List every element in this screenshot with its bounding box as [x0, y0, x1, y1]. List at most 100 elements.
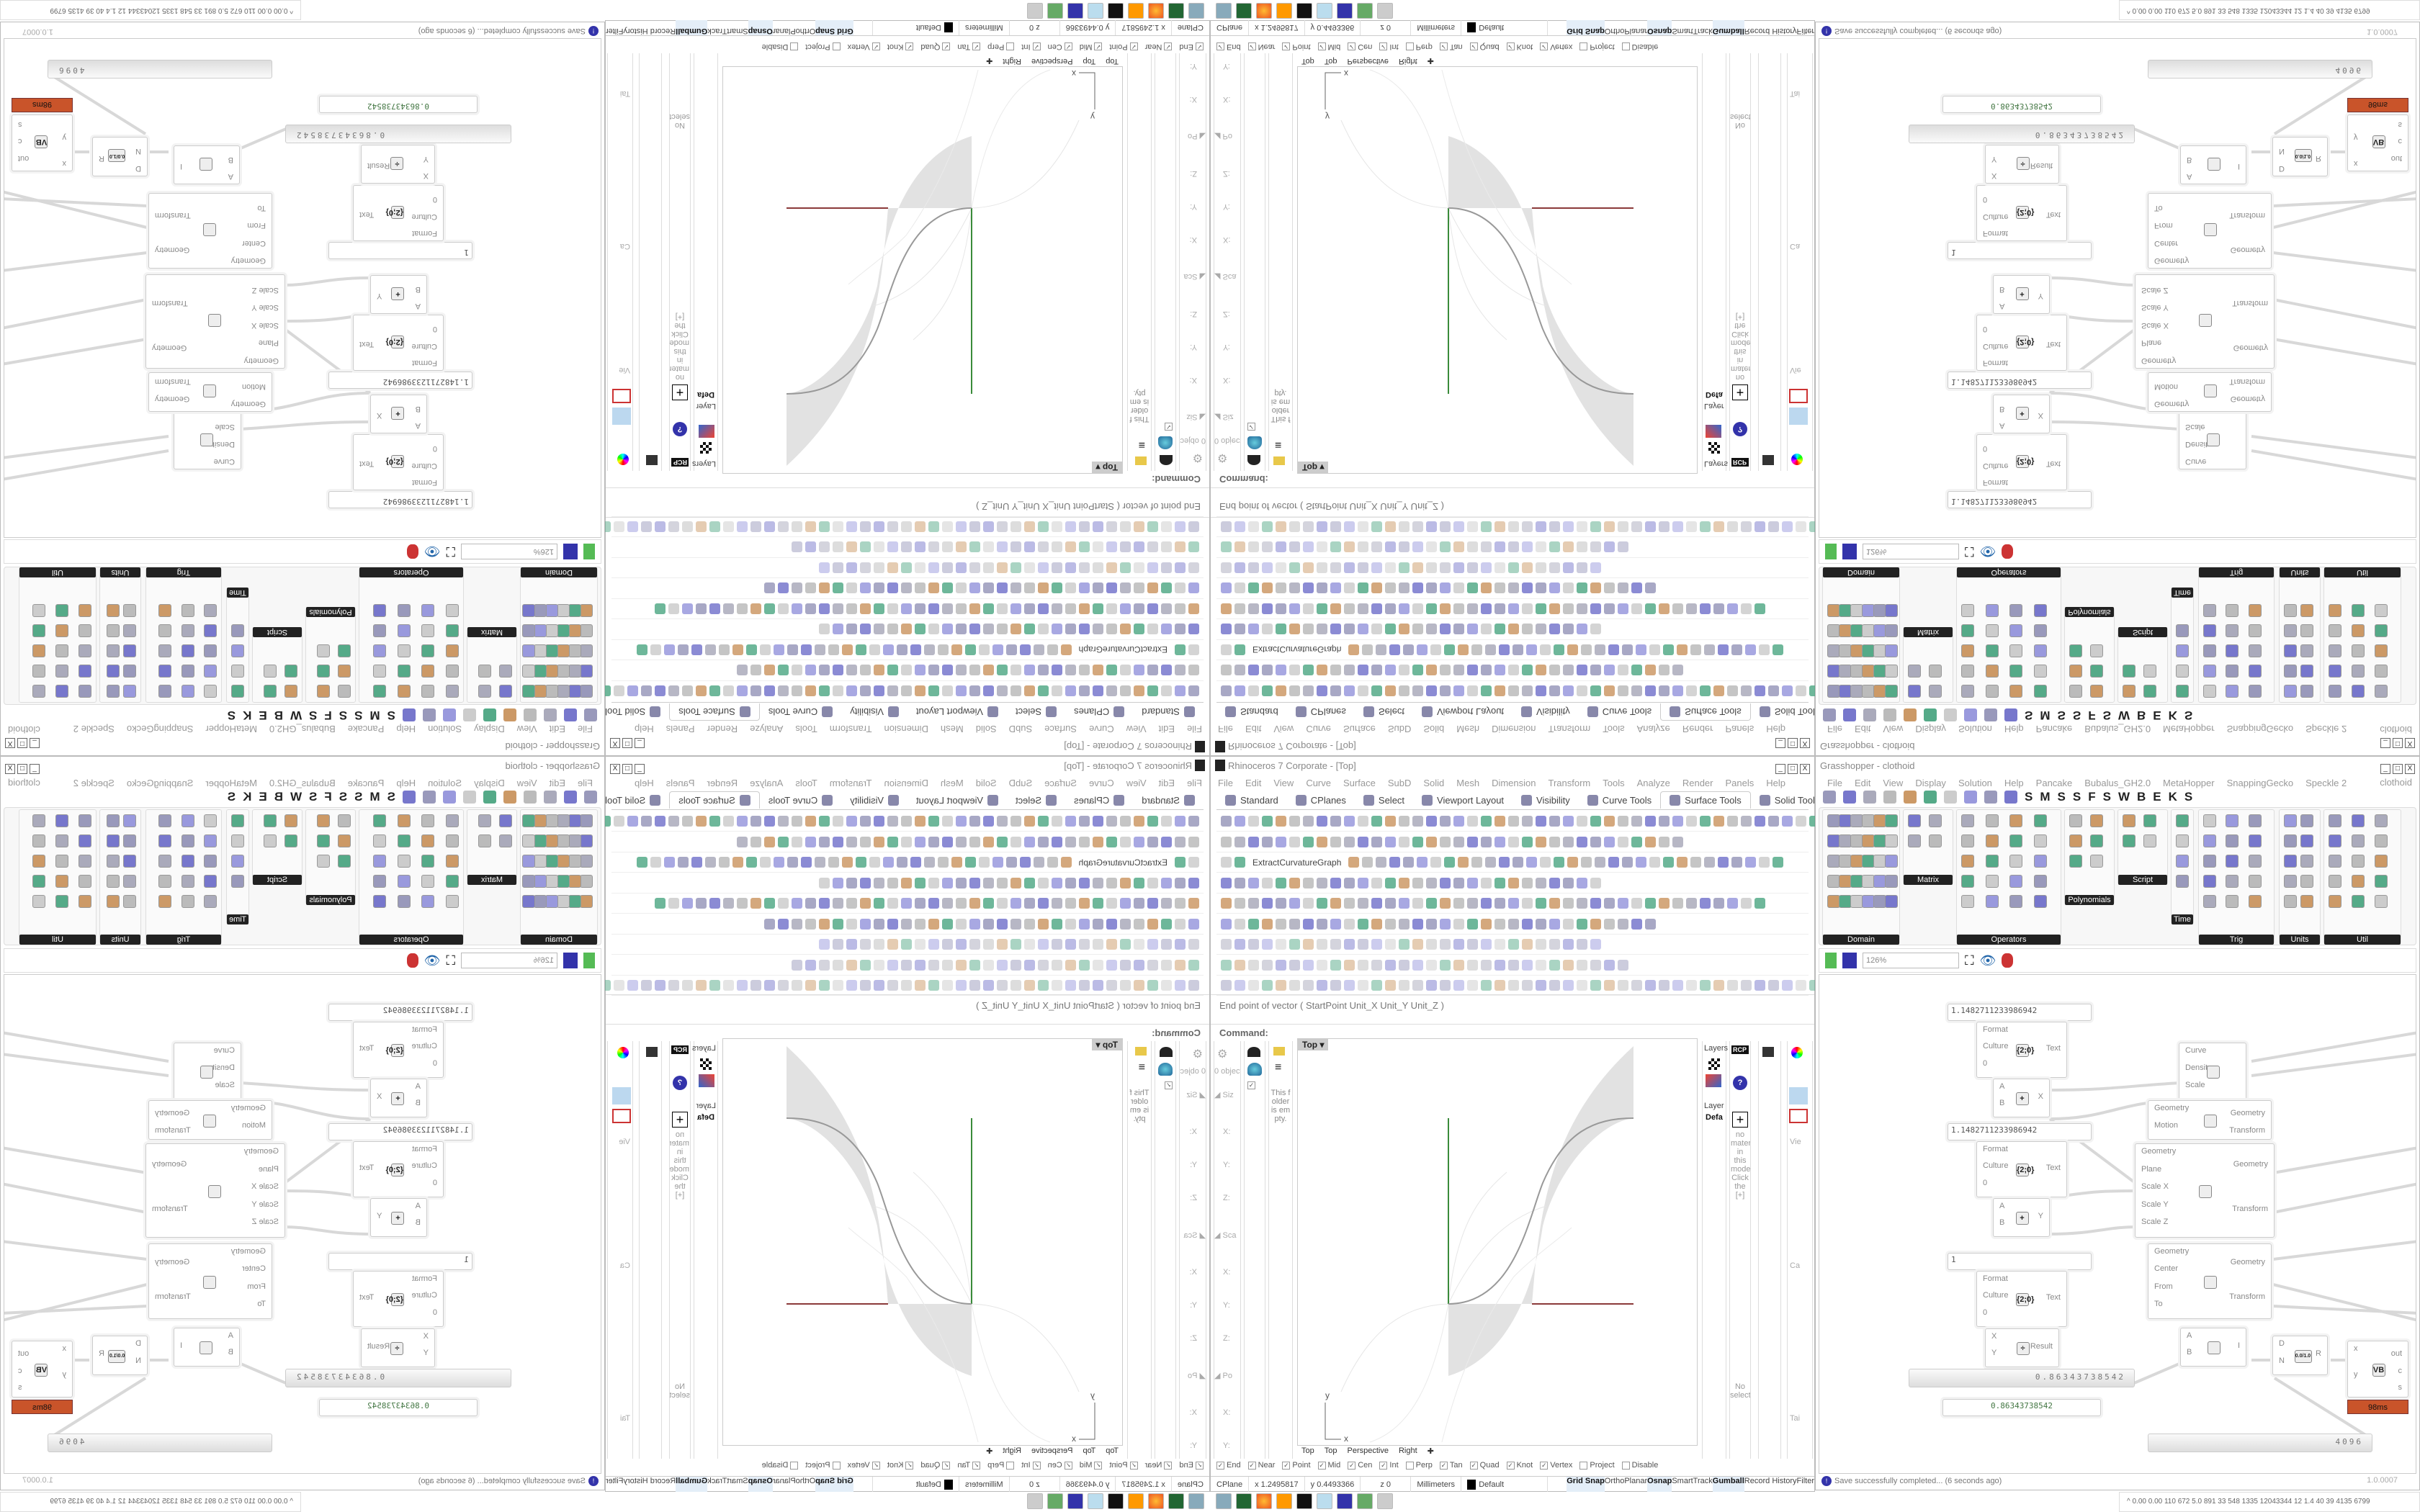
component-icon[interactable]	[421, 665, 435, 678]
toolbar-button-icon[interactable]	[1221, 582, 1232, 594]
toggle-grid-snap[interactable]: Grid Snap	[815, 1477, 853, 1492]
toolbar-button-icon[interactable]	[887, 959, 898, 971]
toolbar-button-icon[interactable]	[901, 918, 912, 930]
toolbar-button-icon[interactable]	[978, 857, 990, 868]
menu-dimension[interactable]: Dimension	[1492, 778, 1536, 788]
toolbar-button-icon[interactable]	[1471, 644, 1483, 655]
toolbar-button-icon[interactable]	[1590, 980, 1601, 991]
toolbar-button-icon[interactable]	[846, 836, 857, 847]
component-tab-icon[interactable]	[1944, 708, 1957, 721]
toolbar-button-icon[interactable]	[1276, 959, 1286, 971]
toolbar-button-icon[interactable]	[805, 918, 816, 930]
component-icon[interactable]	[522, 644, 535, 657]
toolbar-button-icon[interactable]	[915, 562, 926, 573]
toolbar-button-icon[interactable]	[1038, 836, 1049, 847]
group-label[interactable]: Polynomials	[2065, 895, 2114, 905]
toolbar-button-icon[interactable]	[846, 959, 857, 971]
position-section[interactable]: ◢ Po	[1188, 1372, 1206, 1380]
toolbar-button-icon[interactable]	[1512, 644, 1524, 655]
checkbox[interactable]	[1405, 42, 1414, 51]
toolbar-button-icon[interactable]	[846, 562, 857, 573]
component-icon[interactable]	[2090, 665, 2103, 678]
input-param[interactable]: Scale Z	[251, 285, 279, 294]
toolbar-button-icon[interactable]	[1567, 857, 1579, 868]
toolbar-button-icon[interactable]	[1590, 836, 1601, 847]
input-param[interactable]: 0	[1983, 1308, 1988, 1317]
toolbar-button-icon[interactable]	[928, 624, 939, 635]
cplane-indicator[interactable]: CPlane	[1170, 1477, 1209, 1492]
osnap-vertex[interactable]: ✓ Vertex	[1540, 42, 1572, 51]
component-icon[interactable]	[2284, 665, 2297, 678]
component-icon[interactable]	[1961, 814, 1974, 827]
toolbar-button-icon[interactable]	[1175, 918, 1186, 930]
toolbar-button-icon[interactable]	[1718, 857, 1729, 868]
toolbar-button-icon[interactable]	[1120, 939, 1131, 950]
addition-node-y[interactable]: A B Y +	[1993, 275, 2050, 314]
component-icon[interactable]	[557, 604, 570, 617]
toolbar-button-icon[interactable]	[915, 624, 926, 635]
component-icon[interactable]	[522, 875, 535, 888]
toolbar-button-icon[interactable]	[1052, 959, 1062, 971]
component-icon[interactable]	[499, 814, 512, 827]
toolbar-button-icon[interactable]	[663, 857, 675, 868]
remap-node[interactable]: D N R 0.0/1.0	[92, 137, 148, 176]
zoom-extents-icon[interactable]: ⛶	[446, 953, 455, 968]
toolbar-button-icon[interactable]	[1221, 898, 1232, 909]
minimize-button[interactable]: _	[635, 738, 645, 748]
checkbox[interactable]: ✓	[1247, 423, 1255, 431]
toolbar-button-icon[interactable]	[1065, 918, 1076, 930]
toolbar-button-icon[interactable]	[1426, 521, 1437, 532]
checkbox[interactable]	[790, 42, 799, 51]
checkbox[interactable]: ✓	[1247, 42, 1256, 51]
close-button[interactable]: X	[2405, 738, 2415, 748]
input-param[interactable]: Motion	[241, 382, 266, 392]
toolbar-button-icon[interactable]	[1604, 836, 1615, 847]
toolbar-button-icon[interactable]	[1426, 980, 1437, 991]
toolbar-button-icon[interactable]	[1024, 980, 1035, 991]
toolbar-button-icon[interactable]	[1494, 665, 1505, 676]
size-section[interactable]: ◢ Siz	[1214, 413, 1234, 421]
input-param[interactable]: Center	[2154, 1264, 2179, 1274]
toolbar-button-icon[interactable]	[1467, 603, 1478, 614]
component-icon[interactable]	[158, 604, 172, 617]
toolbar-button-icon[interactable]	[969, 877, 980, 888]
toolbar-button-icon[interactable]	[1188, 541, 1199, 553]
speaker-icon[interactable]	[1027, 1493, 1043, 1509]
monitor-icon[interactable]	[1762, 1047, 1774, 1057]
component-icon[interactable]	[123, 834, 136, 847]
toolbar-button-icon[interactable]	[1120, 980, 1131, 991]
toolbar-button-icon[interactable]	[846, 918, 857, 930]
toolbar-button-icon[interactable]	[1234, 980, 1245, 991]
toolbar-button-icon[interactable]	[1672, 980, 1683, 991]
viewport-top[interactable]: Top ▾ y x	[722, 1038, 1123, 1446]
toolbar-button-icon[interactable]	[1727, 685, 1738, 696]
toolbar-button-icon[interactable]	[1371, 980, 1382, 991]
toolbar-button-icon[interactable]	[1330, 959, 1341, 971]
input-param[interactable]: Y	[1991, 155, 1997, 163]
toolbar-button-icon[interactable]	[1052, 541, 1062, 553]
addition-node-y[interactable]: A B Y +	[370, 1198, 427, 1237]
toolbar-button-icon[interactable]	[1494, 582, 1505, 594]
component-icon[interactable]	[2226, 814, 2239, 827]
toggle-ortho[interactable]: Ortho	[1604, 1477, 1625, 1485]
toolbar-button-icon[interactable]	[1371, 918, 1382, 930]
output-param[interactable]: I	[180, 162, 183, 171]
toolbar-button-icon[interactable]	[942, 816, 953, 827]
toolbar-button-icon[interactable]	[1590, 816, 1601, 827]
tab-visibility[interactable]: Visibility	[1512, 791, 1579, 809]
component-tab[interactable]: S	[227, 790, 236, 804]
input-param[interactable]: 0	[432, 1178, 437, 1187]
component-icon[interactable]	[446, 875, 459, 888]
toolbar-button-icon[interactable]	[1494, 624, 1505, 635]
component-tab-icon[interactable]	[443, 791, 456, 804]
input-param[interactable]: From	[2154, 1282, 2173, 1291]
component-tab[interactable]: E	[2153, 708, 2161, 722]
component-icon[interactable]	[1985, 814, 1999, 827]
checkbox[interactable]: ✓	[942, 42, 951, 51]
input-param[interactable]: Geometry	[2154, 256, 2190, 265]
output-param[interactable]: Text	[2045, 340, 2061, 348]
panel-output[interactable]: 0.86343738542	[1942, 1399, 2101, 1416]
component-icon[interactable]	[181, 834, 194, 847]
panel[interactable]: 1	[1948, 242, 2092, 259]
viewport-top[interactable]: Top ▾ y x	[722, 66, 1123, 474]
